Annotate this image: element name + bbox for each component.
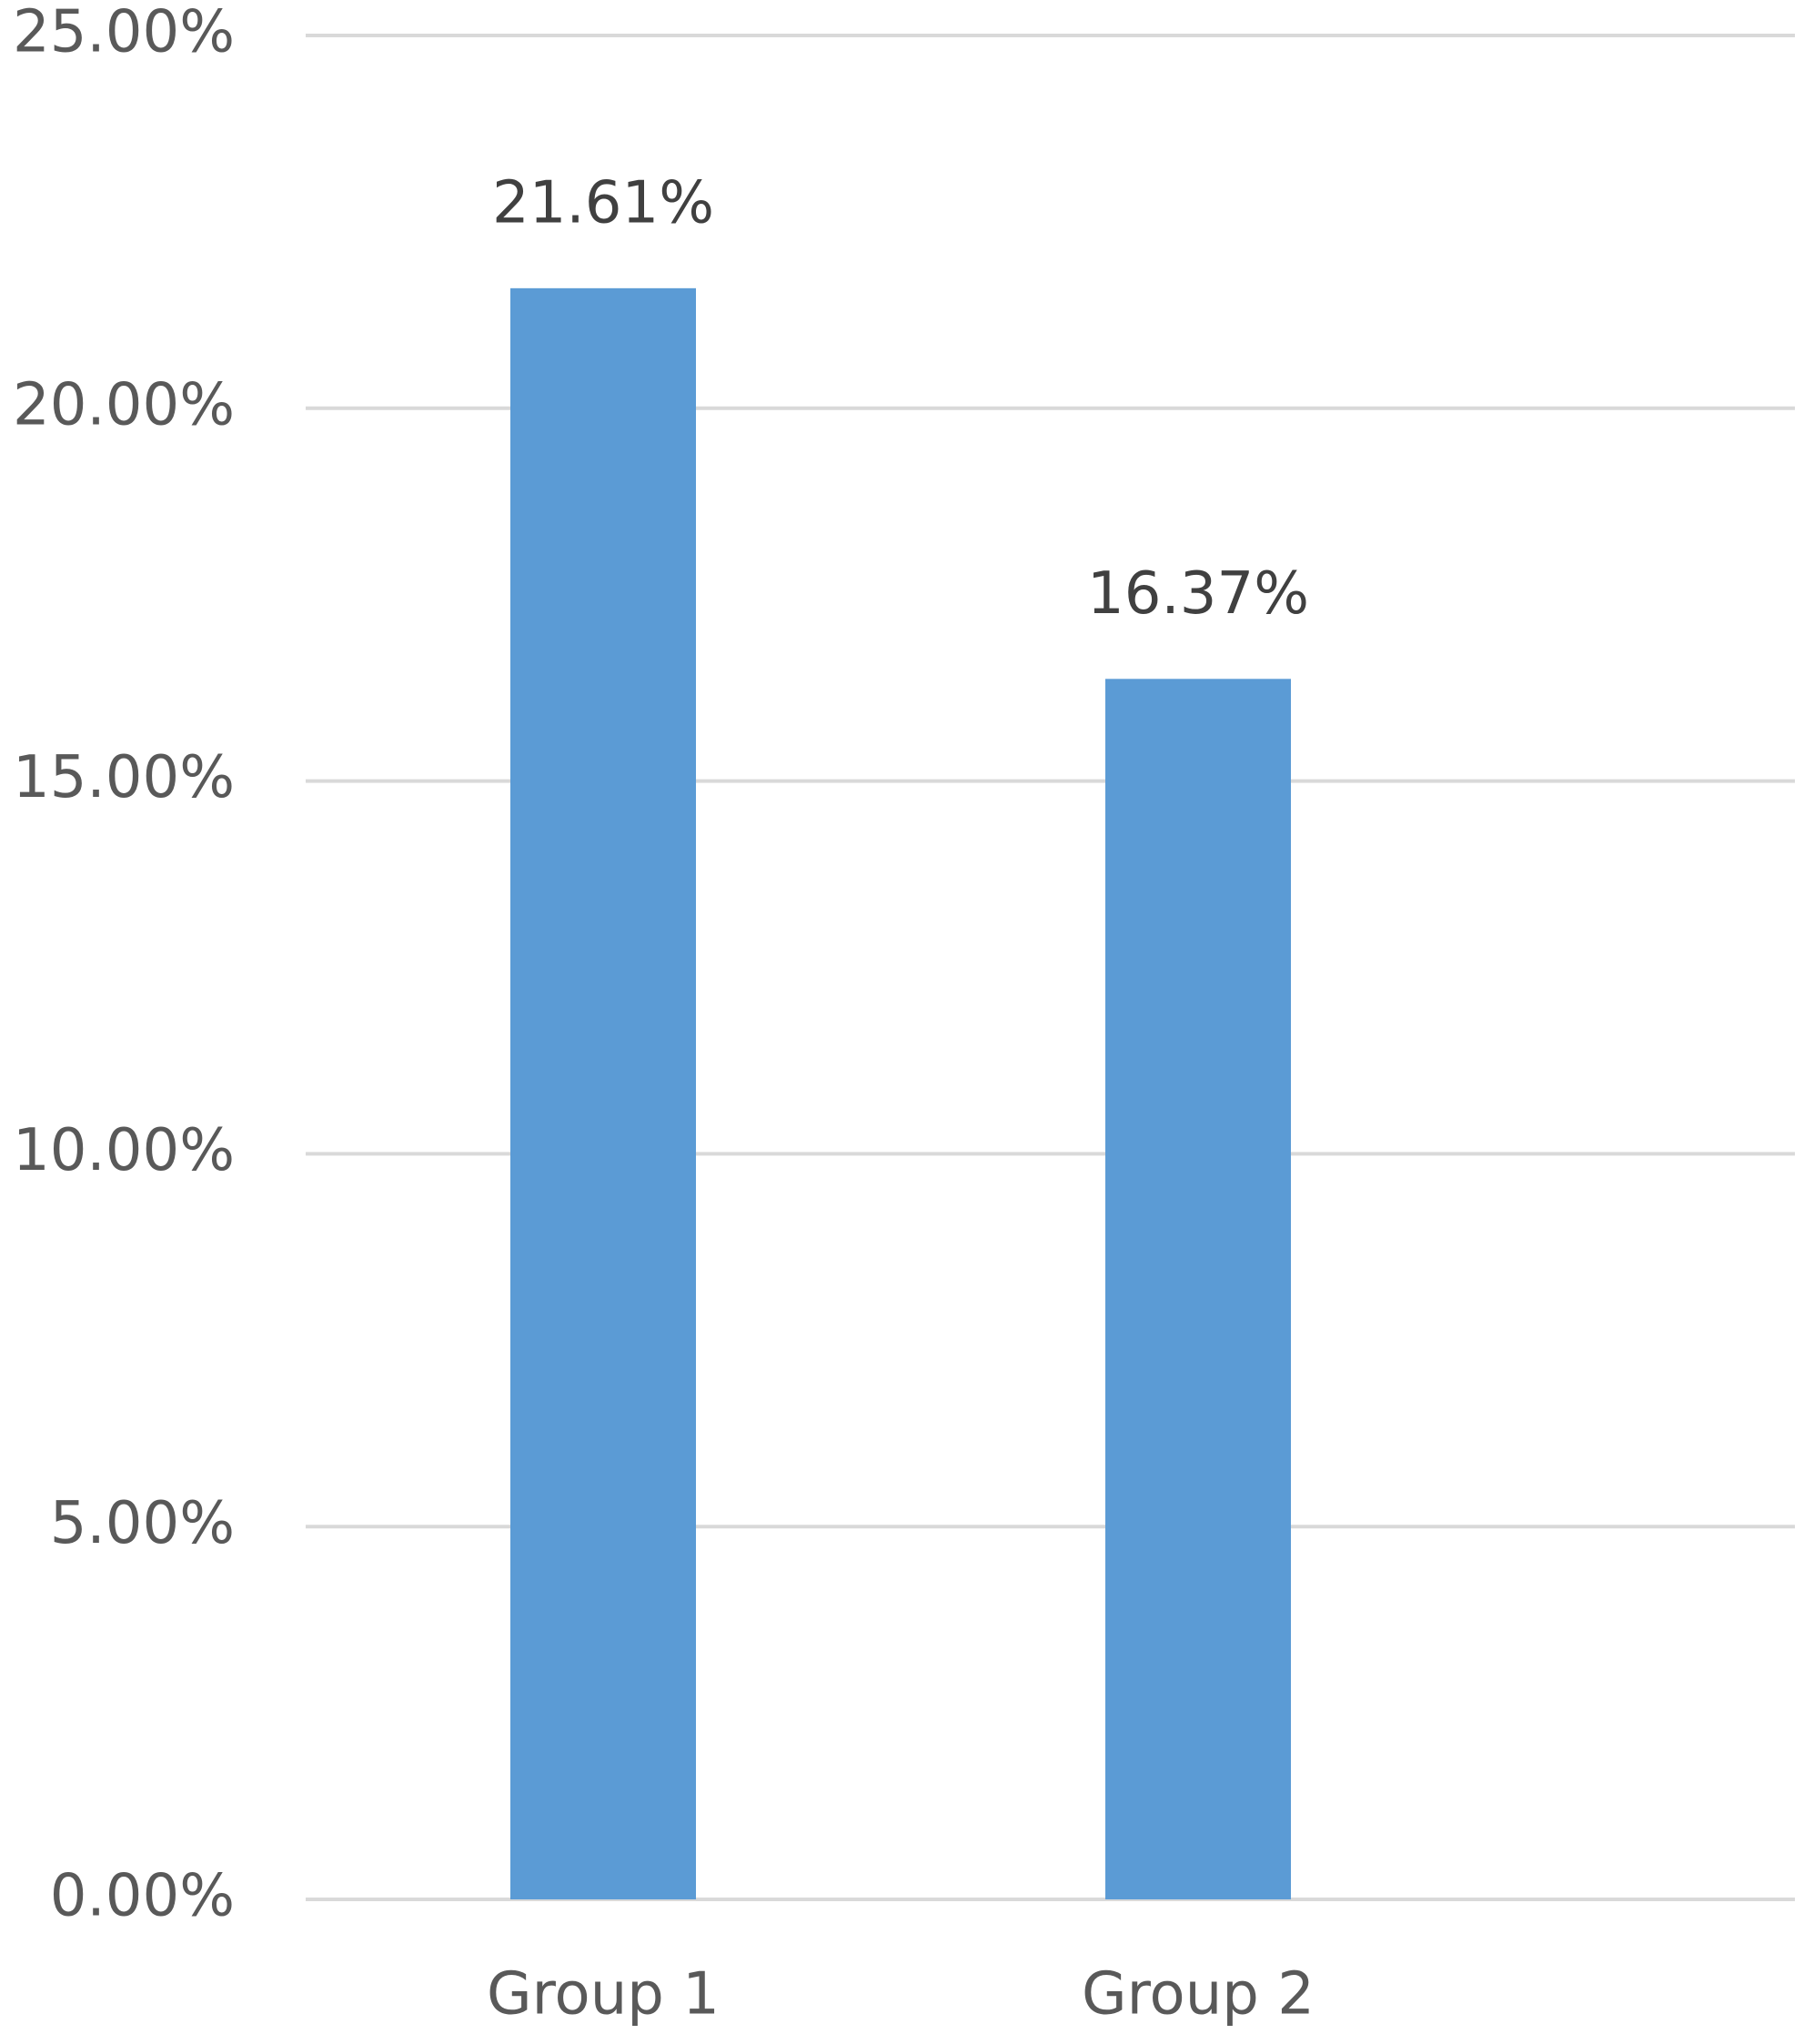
y-tick-label: 20.00%: [13, 371, 235, 438]
x-tick-label: Group 1: [487, 1961, 720, 2029]
x-tick-label: Group 2: [1082, 1961, 1315, 2029]
bar: [510, 287, 696, 1900]
y-tick-label: 25.00%: [13, 0, 235, 66]
y-tick-label: 0.00%: [50, 1863, 235, 1930]
value-label: 16.37%: [1087, 560, 1309, 628]
bar: [1105, 679, 1291, 1899]
y-tick-label: 10.00%: [13, 1117, 235, 1184]
y-tick-label: 5.00%: [50, 1490, 235, 1557]
y-tick-label: 15.00%: [13, 744, 235, 811]
value-label: 21.61%: [492, 169, 714, 237]
